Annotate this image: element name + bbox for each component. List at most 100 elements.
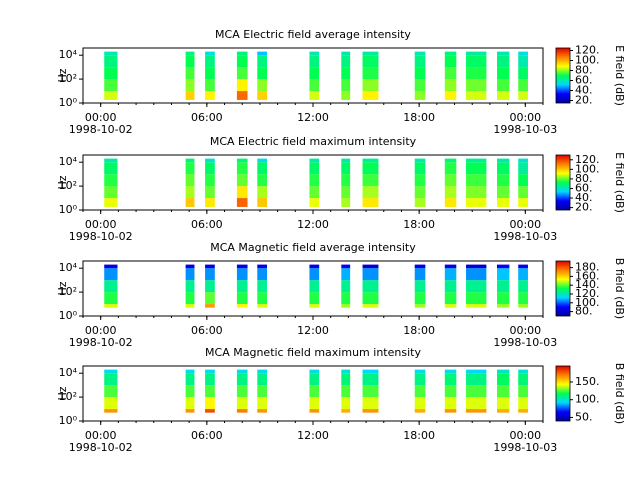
spectrogram-cell <box>205 91 215 100</box>
spectrogram-cell <box>104 51 118 56</box>
spectrogram-cell <box>518 79 528 92</box>
y-tick-label: 10⁴ <box>59 366 78 379</box>
spectrogram-cell <box>257 67 267 80</box>
spectrogram-cell <box>185 373 195 386</box>
spectrogram-cell <box>236 280 248 293</box>
spectrogram-cell <box>518 264 528 269</box>
spectrogram-cell <box>466 158 487 163</box>
spectrogram-cell <box>466 174 487 187</box>
spectrogram-cell <box>414 409 426 413</box>
colorbar-tick-label: 80. <box>575 172 593 185</box>
spectrogram-cell <box>236 55 248 68</box>
spectrogram-cell <box>205 280 215 293</box>
spectrogram-cell <box>362 67 379 80</box>
spectrogram-cell <box>466 369 487 374</box>
spectrogram-cell <box>104 198 118 207</box>
spectrogram-cell <box>497 373 510 386</box>
spectrogram-cell <box>309 55 320 68</box>
spectrogram-cell <box>309 304 320 308</box>
x-tick-label: 00:00 <box>509 111 541 124</box>
spectrogram-cell <box>362 55 379 68</box>
spectrogram-cell <box>497 79 510 92</box>
spectrogram-cell <box>205 268 215 281</box>
colorbar-tick-label: 60. <box>575 181 593 194</box>
spectrogram-cell <box>497 385 510 398</box>
spectrogram-cell <box>104 79 118 92</box>
x-tick-date: 1998-10-02 <box>69 123 133 136</box>
x-tick-label: 06:00 <box>191 111 223 124</box>
x-tick-label: 00:00 <box>85 324 117 337</box>
spectrogram-cell <box>104 373 118 386</box>
spectrogram-cell <box>497 174 510 187</box>
spectrogram-cell <box>362 304 379 308</box>
colorbar-tick-label: 160. <box>575 269 600 282</box>
spectrogram-cell <box>341 186 351 199</box>
spectrogram-cell <box>185 91 195 100</box>
spectrogram-cell <box>104 409 118 413</box>
y-tick-label: 10² <box>59 179 77 192</box>
y-tick-label: 10⁰ <box>59 96 78 109</box>
colorbar-tick-label: 180. <box>575 261 600 274</box>
x-tick-date: 1998-10-03 <box>493 230 557 243</box>
spectrogram-cell <box>362 158 379 163</box>
spectrogram-cell <box>444 79 457 92</box>
spectrogram-cell <box>444 91 457 100</box>
spectrogram-cell <box>518 304 528 308</box>
colorbar-label: E field (dB) <box>613 45 626 106</box>
spectrogram-cell <box>414 280 426 293</box>
colorbar <box>555 365 571 422</box>
spectrogram-cell <box>341 373 351 386</box>
spectrogram-cell <box>236 369 248 374</box>
colorbar-label: B field (dB) <box>613 363 626 424</box>
y-axis-label: Hz <box>56 281 69 295</box>
x-tick-label: 12:00 <box>297 218 329 231</box>
spectrogram-cell <box>341 304 351 308</box>
spectrogram-cell <box>362 198 379 207</box>
spectrogram-cell <box>497 158 510 163</box>
spectrogram-cell <box>205 67 215 80</box>
spectrogram-cell <box>444 162 457 175</box>
colorbar-tick-label: 60. <box>575 74 593 87</box>
spectrogram-cell <box>518 51 528 56</box>
spectrogram-cell <box>257 373 267 386</box>
colorbar-tick-label: 80. <box>575 64 593 77</box>
spectrogram-cell <box>257 55 267 68</box>
spectrogram-cell <box>185 397 195 410</box>
spectrogram-cell <box>444 174 457 187</box>
spectrogram-cell <box>257 264 267 269</box>
spectrogram-cell <box>236 264 248 269</box>
spectrogram-cell <box>309 51 320 56</box>
spectrogram-cell <box>205 51 215 56</box>
spectrogram-cell <box>497 409 510 413</box>
chart-title: MCA Magnetic field average intensity <box>210 241 416 254</box>
spectrogram-cell <box>341 198 351 207</box>
spectrogram-cell <box>185 55 195 68</box>
y-tick-label: 10⁴ <box>59 261 78 274</box>
spectrogram-cell <box>466 409 487 413</box>
spectrogram-cell <box>497 51 510 56</box>
spectrogram-cell <box>414 304 426 308</box>
spectrogram-cell <box>518 158 528 163</box>
spectrogram-cell <box>444 280 457 293</box>
colorbar <box>555 47 571 104</box>
spectrogram-cell <box>185 304 195 308</box>
x-tick-label: 06:00 <box>191 429 223 442</box>
colorbar-tick-label: 50. <box>575 410 593 423</box>
spectrogram-cell <box>444 51 457 56</box>
spectrogram-cell <box>205 198 215 207</box>
x-tick-label: 00:00 <box>509 324 541 337</box>
y-tick-label: 10² <box>59 390 77 403</box>
spectrogram-cell <box>362 397 379 410</box>
spectrogram-cell <box>236 292 248 305</box>
spectrogram-cell <box>444 369 457 374</box>
spectrogram-cell <box>497 369 510 374</box>
x-tick-label: 18:00 <box>403 324 435 337</box>
x-tick-date: 1998-10-02 <box>69 441 133 454</box>
spectrogram-cell <box>341 174 351 187</box>
spectrogram-cell <box>414 369 426 374</box>
spectrogram-cell <box>414 174 426 187</box>
x-tick-label: 06:00 <box>191 324 223 337</box>
colorbar-tick-label: 140. <box>575 278 600 291</box>
spectrogram-cell <box>309 292 320 305</box>
spectrogram-cell <box>341 158 351 163</box>
